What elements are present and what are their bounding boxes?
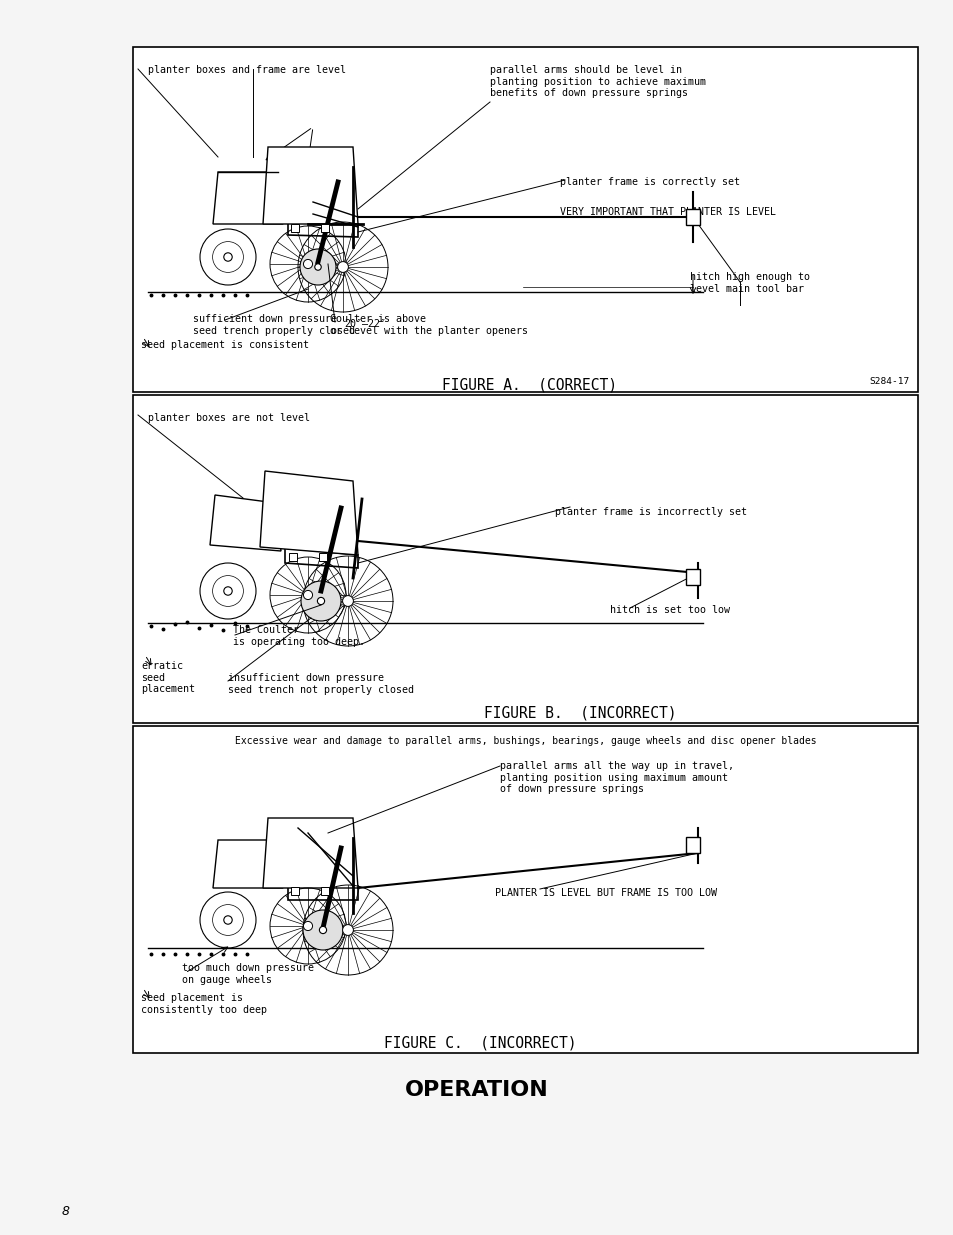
Text: 20″–22″: 20″–22″ bbox=[344, 319, 386, 329]
Circle shape bbox=[224, 916, 232, 924]
Polygon shape bbox=[213, 840, 283, 888]
Text: VERY IMPORTANT THAT PLANTER IS LEVEL: VERY IMPORTANT THAT PLANTER IS LEVEL bbox=[559, 207, 775, 217]
Bar bbox=[132, 726, 917, 1053]
Bar bbox=[318, 553, 327, 561]
Text: sufficient down pressure
seed trench properly closed: sufficient down pressure seed trench pro… bbox=[193, 314, 355, 336]
Bar bbox=[291, 887, 298, 895]
Bar bbox=[291, 224, 298, 232]
Text: seed placement is
consistently too deep: seed placement is consistently too deep bbox=[141, 993, 267, 1015]
Circle shape bbox=[299, 249, 335, 285]
Text: S284-17: S284-17 bbox=[869, 377, 909, 387]
Bar bbox=[132, 395, 917, 722]
Polygon shape bbox=[285, 548, 357, 568]
Text: planter boxes and frame are level: planter boxes and frame are level bbox=[148, 65, 346, 75]
Circle shape bbox=[319, 926, 326, 934]
Text: The Coulter
is operating too deep.: The Coulter is operating too deep. bbox=[233, 625, 365, 647]
Text: Excessive wear and damage to parallel arms, bushings, bearings, gauge wheels and: Excessive wear and damage to parallel ar… bbox=[234, 736, 816, 746]
Circle shape bbox=[314, 264, 321, 270]
Circle shape bbox=[337, 262, 348, 273]
Polygon shape bbox=[210, 495, 281, 551]
Text: OPERATION: OPERATION bbox=[405, 1079, 548, 1100]
Text: planter frame is incorrectly set: planter frame is incorrectly set bbox=[555, 508, 746, 517]
Circle shape bbox=[224, 587, 232, 595]
Text: FIGURE C.  (INCORRECT): FIGURE C. (INCORRECT) bbox=[383, 1035, 576, 1050]
Polygon shape bbox=[213, 172, 283, 224]
Text: parallel arms all the way up in travel,
planting position using maximum amount
o: parallel arms all the way up in travel, … bbox=[499, 761, 733, 794]
Text: FIGURE B.  (INCORRECT): FIGURE B. (INCORRECT) bbox=[483, 705, 676, 720]
Polygon shape bbox=[288, 885, 357, 900]
Text: parallel arms should be level in
planting position to achieve maximum
benefits o: parallel arms should be level in plantin… bbox=[490, 65, 705, 99]
Text: seed placement is consistent: seed placement is consistent bbox=[141, 340, 309, 350]
Bar bbox=[289, 553, 296, 561]
Text: 8: 8 bbox=[62, 1205, 70, 1218]
Bar bbox=[320, 224, 329, 232]
Circle shape bbox=[317, 598, 324, 605]
Bar bbox=[320, 887, 329, 895]
Polygon shape bbox=[263, 147, 357, 224]
Circle shape bbox=[301, 580, 340, 621]
Circle shape bbox=[303, 921, 313, 930]
Polygon shape bbox=[288, 222, 357, 237]
Text: Coulter is above
or level with the planter openers: Coulter is above or level with the plant… bbox=[330, 314, 527, 336]
Bar bbox=[685, 569, 700, 585]
Text: FIGURE A.  (CORRECT): FIGURE A. (CORRECT) bbox=[442, 377, 617, 391]
Text: PLANTER IS LEVEL BUT FRAME IS TOO LOW: PLANTER IS LEVEL BUT FRAME IS TOO LOW bbox=[495, 888, 717, 898]
Circle shape bbox=[303, 259, 313, 268]
Text: insufficient down pressure
seed trench not properly closed: insufficient down pressure seed trench n… bbox=[228, 673, 414, 694]
Bar bbox=[685, 837, 700, 853]
Circle shape bbox=[303, 590, 313, 599]
Polygon shape bbox=[260, 471, 357, 555]
Circle shape bbox=[342, 595, 353, 606]
Polygon shape bbox=[263, 818, 357, 888]
Circle shape bbox=[303, 910, 343, 950]
Text: hitch high enough to
level main tool bar: hitch high enough to level main tool bar bbox=[689, 272, 809, 294]
Circle shape bbox=[224, 253, 232, 261]
Text: too much down pressure
on gauge wheels: too much down pressure on gauge wheels bbox=[182, 963, 314, 984]
Text: planter boxes are not level: planter boxes are not level bbox=[148, 412, 310, 424]
Text: hitch is set too low: hitch is set too low bbox=[609, 605, 729, 615]
Circle shape bbox=[342, 925, 353, 935]
Text: planter frame is correctly set: planter frame is correctly set bbox=[559, 177, 740, 186]
Bar bbox=[685, 209, 700, 225]
Text: erratic
seed
placement: erratic seed placement bbox=[141, 661, 194, 694]
Bar bbox=[132, 47, 917, 391]
